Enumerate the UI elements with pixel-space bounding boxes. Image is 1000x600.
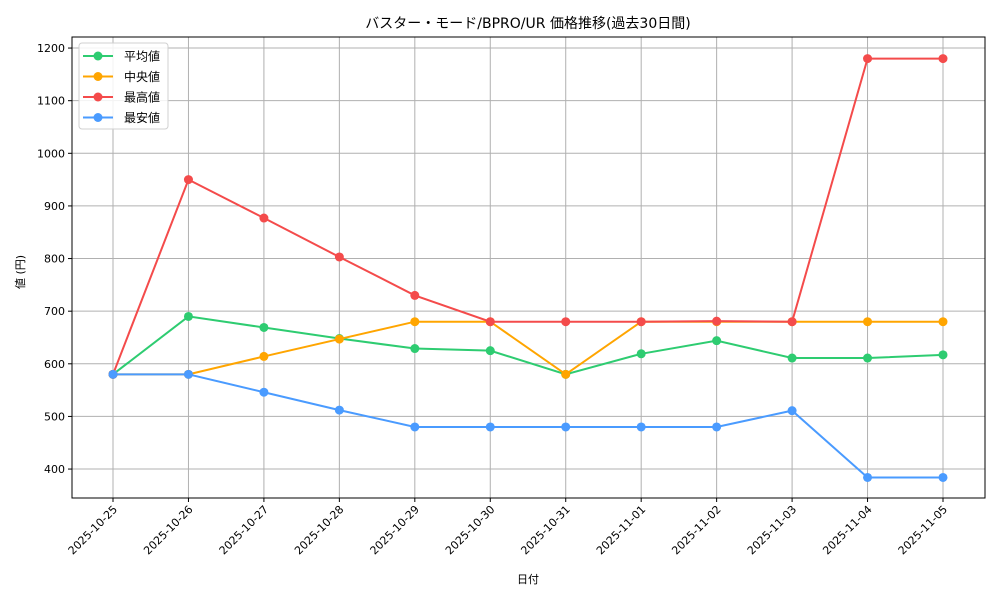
series-line — [108, 54, 948, 379]
legend-label: 平均値 — [124, 49, 160, 64]
x-tick-label: 2025-10-30 — [443, 503, 497, 557]
y-tick-label: 500 — [44, 410, 65, 423]
data-point-marker — [712, 336, 722, 346]
data-point-marker — [485, 422, 495, 432]
data-point-marker — [561, 317, 571, 327]
legend-item: 中央値 — [83, 69, 160, 84]
data-point-marker — [485, 317, 495, 327]
x-tick-label: 2025-10-28 — [292, 503, 346, 557]
data-point-marker — [636, 349, 646, 359]
x-tick-label: 2025-11-04 — [820, 503, 874, 557]
data-point-marker — [183, 311, 193, 321]
legend-marker-icon — [93, 92, 103, 102]
data-point-marker — [334, 252, 344, 262]
data-point-marker — [561, 369, 571, 379]
y-axis-ticks: 400 500 600 700 800 900 1000 1100 1200 — [37, 42, 72, 476]
data-point-marker — [863, 353, 873, 363]
data-point-marker — [183, 175, 193, 185]
legend-item: 最高値 — [83, 90, 160, 105]
grid-lines — [72, 37, 985, 498]
y-tick-label: 1100 — [37, 95, 65, 108]
data-point-marker — [108, 369, 118, 379]
x-tick-label: 2025-11-03 — [745, 503, 799, 557]
data-point-marker — [938, 317, 948, 327]
legend-label: 最高値 — [124, 90, 160, 105]
data-point-marker — [863, 54, 873, 64]
data-point-marker — [410, 422, 420, 432]
data-point-marker — [787, 406, 797, 416]
x-axis-label: 日付 — [517, 573, 539, 586]
data-point-marker — [259, 387, 269, 397]
data-point-marker — [485, 346, 495, 356]
y-tick-label: 1200 — [37, 42, 65, 55]
data-point-marker — [787, 317, 797, 327]
data-point-marker — [712, 422, 722, 432]
data-point-marker — [334, 334, 344, 344]
data-point-marker — [259, 351, 269, 361]
y-tick-label: 800 — [44, 253, 65, 266]
data-point-marker — [259, 322, 269, 332]
data-point-marker — [410, 290, 420, 300]
data-point-marker — [410, 344, 420, 354]
data-point-marker — [863, 472, 873, 482]
legend-marker-icon — [93, 113, 103, 122]
x-axis-ticks: 2025-10-25 2025-10-26 2025-10-27 2025-10-28… — [66, 498, 950, 557]
data-point-marker — [636, 422, 646, 432]
legend-label: 最安値 — [124, 110, 160, 125]
data-point-marker — [259, 213, 269, 223]
x-tick-label: 2025-10-29 — [368, 503, 422, 557]
data-series — [108, 54, 948, 482]
data-point-marker — [334, 405, 344, 415]
legend-label: 中央値 — [124, 69, 160, 84]
y-tick-label: 400 — [44, 463, 65, 476]
data-point-marker — [938, 350, 948, 360]
x-tick-label: 2025-11-02 — [669, 503, 723, 557]
x-tick-label: 2025-11-01 — [594, 503, 648, 557]
data-point-marker — [863, 317, 873, 327]
y-tick-label: 900 — [44, 200, 65, 213]
legend-marker-icon — [93, 51, 103, 61]
x-tick-label: 2025-10-27 — [217, 503, 271, 557]
data-point-marker — [183, 369, 193, 379]
data-point-marker — [938, 472, 948, 482]
series-line — [108, 369, 948, 482]
chart-title: バスター・モード/BPRO/UR 価格推移(過去30日間) — [365, 16, 690, 32]
legend-marker-icon — [93, 72, 103, 81]
legend-item: 最安値 — [83, 110, 160, 125]
data-point-marker — [636, 317, 646, 327]
data-point-marker — [410, 317, 420, 327]
y-axis-label: 値 (円) — [14, 255, 27, 289]
legend-item: 平均値 — [83, 49, 160, 64]
x-tick-label: 2025-10-26 — [141, 503, 195, 557]
x-tick-label: 2025-10-31 — [518, 503, 572, 557]
data-point-marker — [712, 316, 722, 326]
y-tick-label: 1000 — [37, 147, 65, 160]
data-point-marker — [561, 422, 571, 432]
x-tick-label: 2025-10-25 — [66, 503, 120, 557]
y-tick-label: 600 — [44, 358, 65, 371]
data-point-marker — [938, 54, 948, 64]
x-tick-label: 2025-11-05 — [896, 503, 950, 557]
plot-area-frame — [71, 36, 986, 499]
y-tick-label: 700 — [44, 305, 65, 318]
data-point-marker — [787, 353, 797, 363]
series-line — [108, 317, 948, 379]
